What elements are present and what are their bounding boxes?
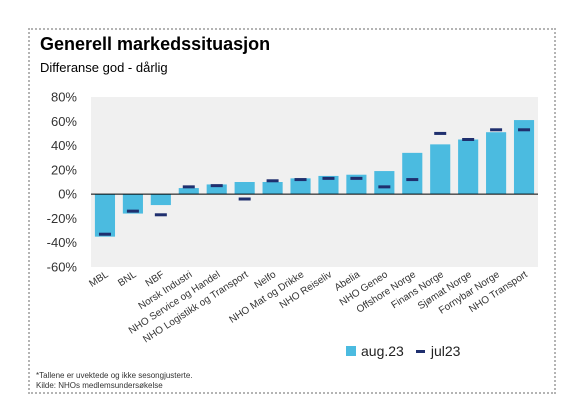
footnote: *Tallene er uvektede og ikke sesongjuste… <box>36 371 193 391</box>
bar-7 <box>290 178 311 195</box>
bar-3 <box>178 188 199 195</box>
marker-8 <box>322 176 335 180</box>
marker-11 <box>406 178 419 182</box>
marker-1 <box>126 209 139 213</box>
x-tick-label: BNL <box>116 269 139 289</box>
marker-7 <box>294 178 307 182</box>
marker-14 <box>490 128 503 132</box>
y-axis: -60% -40% -20% 0% 20% 40% 60% 80% <box>47 90 78 275</box>
legend-label-aug: aug.23 <box>361 343 404 359</box>
chart-title: Generell markedssituasjon <box>40 34 271 54</box>
bar-12 <box>430 144 451 195</box>
legend-marker-swatch <box>415 349 425 353</box>
y-tick-label: 80% <box>51 90 77 105</box>
bar-14 <box>486 132 507 195</box>
legend-label-jul: jul23 <box>430 343 461 359</box>
bar-1 <box>122 194 143 214</box>
bar-6 <box>262 182 283 195</box>
chart-subtitle: Differanse god - dårlig <box>40 60 168 75</box>
legend-item-jul: jul23 <box>415 343 461 359</box>
bar-13 <box>458 139 479 195</box>
bar-11 <box>402 152 423 195</box>
y-tick-label: 20% <box>51 162 77 177</box>
bar-15 <box>513 120 535 195</box>
y-tick-label: 60% <box>51 114 77 129</box>
marker-13 <box>462 138 475 141</box>
marker-5 <box>238 197 251 201</box>
bar-0 <box>94 194 116 237</box>
marker-9 <box>350 176 363 180</box>
y-tick-label: -40% <box>47 235 78 250</box>
footnote-source: Kilde: NHOs medlemsundersøkelse <box>36 381 163 390</box>
y-tick-label: 40% <box>51 138 77 153</box>
marker-0 <box>98 232 111 236</box>
y-tick-label: -20% <box>47 211 78 226</box>
marker-series <box>98 128 531 236</box>
x-tick-label: MBL <box>87 269 111 290</box>
legend-bar-swatch <box>346 346 356 356</box>
marker-12 <box>434 131 447 135</box>
legend: aug.23 jul23 <box>346 343 472 359</box>
marker-10 <box>378 185 391 189</box>
marker-3 <box>182 185 195 189</box>
bar-8 <box>318 175 339 195</box>
marker-2 <box>154 213 167 217</box>
bar-4 <box>206 184 227 195</box>
footnote-note: *Tallene er uvektede og ikke sesongjuste… <box>36 371 193 380</box>
marker-6 <box>266 179 279 183</box>
bar-5 <box>234 182 255 195</box>
y-tick-label: -60% <box>47 260 78 275</box>
marker-15 <box>518 128 531 132</box>
bar-series <box>94 120 535 237</box>
legend-item-aug: aug.23 <box>346 343 404 359</box>
y-tick-label: 0% <box>58 187 77 202</box>
bar-2 <box>150 194 171 206</box>
marker-4 <box>210 184 223 188</box>
bar-10 <box>374 171 395 195</box>
